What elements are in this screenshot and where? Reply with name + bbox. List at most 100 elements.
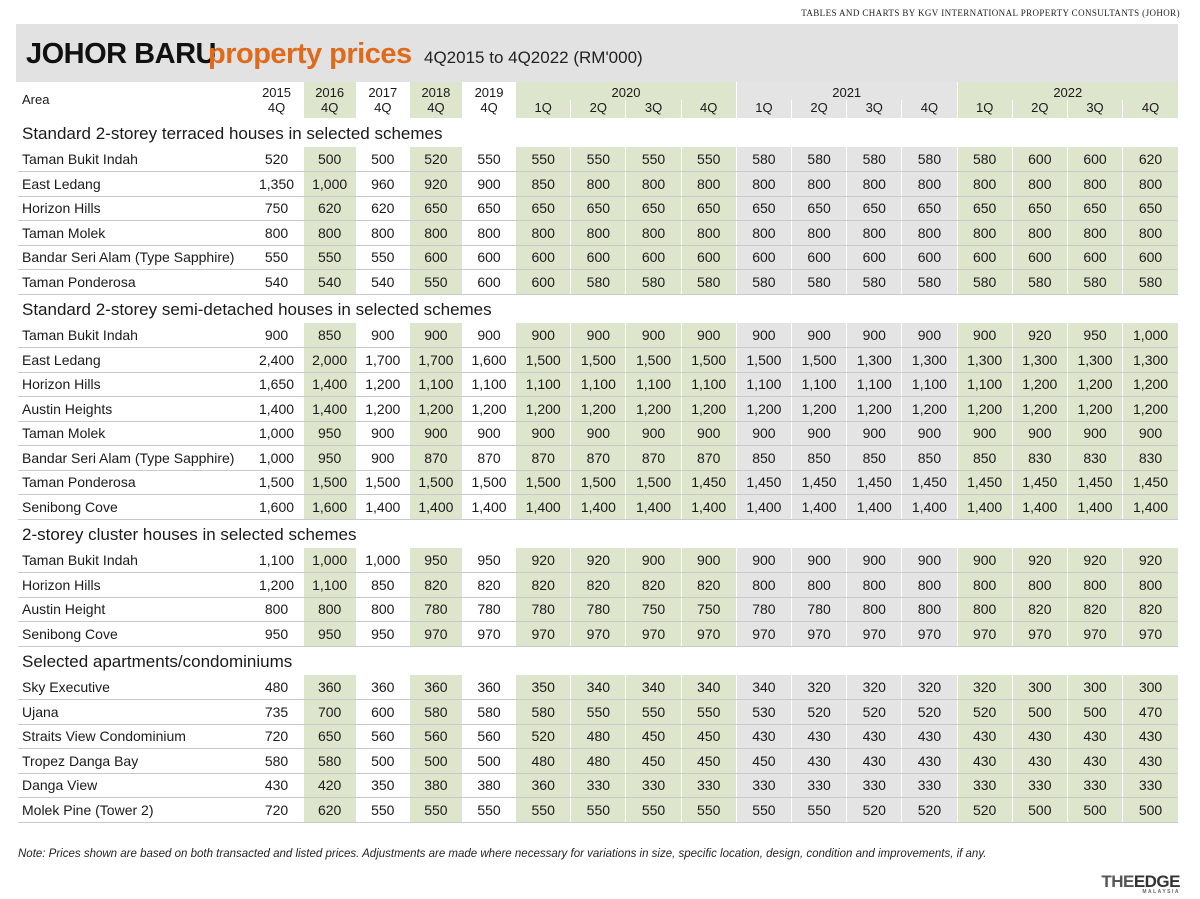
price-cell: 380	[461, 773, 516, 798]
price-cell: 430	[846, 748, 902, 774]
price-cell: 970	[680, 621, 737, 647]
price-cell: 550	[249, 245, 304, 270]
price-table: Area 2015 2016 2017 2018 2019 2020 2021 2022 4Q 4Q…	[18, 82, 1178, 823]
price-cell: 750	[249, 196, 304, 221]
footnote: Note: Prices shown are based on both tra…	[18, 848, 987, 860]
price-cell: 1,200	[570, 396, 626, 422]
price-cell: 800	[1122, 220, 1178, 246]
price-cell: 600	[1066, 147, 1123, 172]
price-cell: 330	[1122, 773, 1178, 798]
price-cell: 1,500	[625, 347, 682, 373]
price-cell: 900	[680, 548, 737, 573]
price-cell: 450	[735, 748, 792, 774]
price-cell: 920	[1066, 548, 1123, 573]
price-cell: 920	[570, 548, 626, 573]
price-cell: 1,100	[461, 372, 516, 397]
price-cell: 800	[846, 572, 902, 598]
table-row: Horizon Hills 1,650 1,400 1,200 1,100 1,100 1,…	[18, 372, 1178, 397]
section-title: Standard 2-storey terraced houses in sel…	[22, 124, 443, 143]
price-cell: 330	[735, 773, 792, 798]
price-cell: 900	[515, 323, 571, 348]
quarter-header: 3Q	[846, 100, 902, 118]
year-header: 2016	[302, 82, 357, 100]
price-cell: 340	[680, 675, 737, 700]
price-cell: 550	[355, 797, 410, 823]
price-cell: 580	[956, 269, 1013, 295]
price-cell: 550	[680, 797, 737, 823]
price-cell: 870	[515, 445, 571, 471]
price-cell: 580	[1011, 269, 1068, 295]
price-cell: 1,650	[249, 372, 304, 397]
table-row: Ujana 735 700 600 580 580 580 550 550 550 530 520 52…	[18, 699, 1178, 725]
price-cell: 970	[735, 621, 792, 647]
price-cell: 300	[1122, 675, 1178, 700]
price-cell: 480	[249, 675, 304, 700]
price-cell: 1,100	[408, 372, 463, 397]
price-cell: 1,100	[735, 372, 792, 397]
price-cell: 850	[790, 445, 847, 471]
price-cell: 430	[901, 748, 958, 774]
price-cell: 430	[249, 773, 304, 798]
price-cell: 1,400	[302, 396, 357, 422]
price-cell: 1,000	[355, 548, 410, 573]
price-cell: 900	[846, 548, 902, 573]
price-cell: 800	[901, 171, 958, 197]
price-cell: 1,100	[302, 572, 357, 598]
price-cell: 950	[249, 621, 304, 647]
year-header: 2015	[249, 82, 304, 100]
price-cell: 600	[1066, 245, 1123, 270]
price-cell: 900	[570, 323, 626, 348]
price-cell: 1,450	[846, 470, 902, 495]
price-cell: 780	[570, 597, 626, 622]
table-row: Molek Pine (Tower 2) 720 620 550 550 550 550 55…	[18, 797, 1178, 823]
section-title-row: Standard 2-storey semi-detached houses i…	[18, 294, 1178, 323]
price-cell: 550	[515, 797, 571, 823]
price-cell: 1,400	[1011, 494, 1068, 520]
price-cell: 580	[625, 269, 682, 295]
section-title: Selected apartments/condominiums	[22, 652, 293, 671]
price-cell: 970	[515, 621, 571, 647]
price-cell: 1,450	[901, 470, 958, 495]
price-cell: 900	[1011, 421, 1068, 446]
price-cell: 950	[408, 548, 463, 573]
price-cell: 340	[570, 675, 626, 700]
price-cell: 1,200	[1122, 396, 1178, 422]
price-cell: 800	[1066, 171, 1123, 197]
price-cell: 380	[408, 773, 463, 798]
price-cell: 780	[408, 597, 463, 622]
price-cell: 850	[355, 572, 410, 598]
table-row: Tropez Danga Bay 580 580 500 500 500 480 480 450…	[18, 748, 1178, 774]
price-cell: 550	[680, 699, 737, 725]
price-cell: 650	[1066, 196, 1123, 221]
price-cell: 650	[735, 196, 792, 221]
area-name: Senibong Cove	[18, 621, 250, 647]
price-cell: 800	[625, 220, 682, 246]
price-cell: 580	[846, 269, 902, 295]
price-cell: 500	[1011, 797, 1068, 823]
price-cell: 950	[302, 621, 357, 647]
year-header: 2017	[355, 82, 410, 100]
table-row: East Ledang 1,350 1,000 960 920 900 850 800 800 8…	[18, 171, 1178, 197]
price-cell: 1,400	[1122, 494, 1178, 520]
price-cell: 550	[680, 147, 737, 172]
price-cell: 1,100	[570, 372, 626, 397]
price-cell: 580	[680, 269, 737, 295]
area-name: East Ledang	[18, 171, 250, 197]
area-name: Taman Ponderosa	[18, 269, 250, 295]
price-cell: 580	[461, 699, 516, 725]
logo-sub: MALAYSIA	[1142, 889, 1180, 895]
price-cell: 820	[1122, 597, 1178, 622]
price-cell: 1,400	[461, 494, 516, 520]
price-cell: 1,200	[1066, 372, 1123, 397]
price-cell: 800	[302, 597, 357, 622]
area-header: Area	[22, 92, 50, 107]
section-title: 2-storey cluster houses in selected sche…	[22, 525, 357, 544]
price-cell: 1,400	[846, 494, 902, 520]
price-cell: 520	[846, 699, 902, 725]
table-row: Taman Molek 800 800 800 800 800 800 800 800 800 80…	[18, 220, 1178, 246]
price-cell: 650	[625, 196, 682, 221]
price-cell: 1,200	[249, 572, 304, 598]
price-cell: 970	[408, 621, 463, 647]
price-cell: 1,000	[302, 171, 357, 197]
price-cell: 1,000	[249, 421, 304, 446]
